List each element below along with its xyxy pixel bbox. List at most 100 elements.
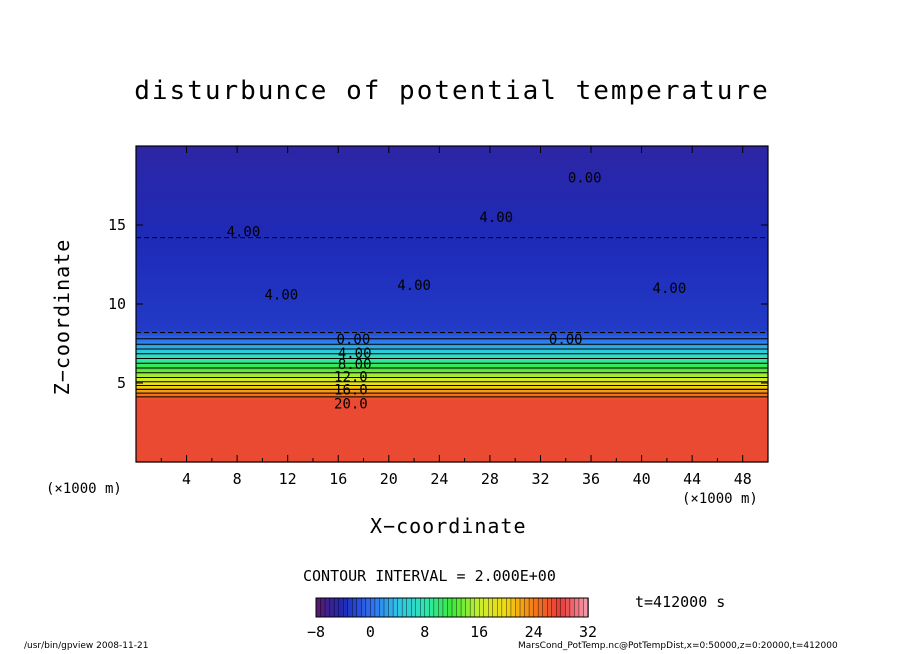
field-band: [136, 228, 768, 232]
colorbar-cell: [483, 597, 489, 618]
colorbar-cell: [565, 597, 571, 618]
field-band: [136, 191, 768, 194]
field-band: [136, 217, 768, 220]
colorbar-cell: [488, 597, 494, 618]
x-unit-left: (×1000 m): [46, 481, 122, 497]
field-band: [136, 365, 768, 368]
field-band: [136, 302, 768, 305]
colorbar-tick-label: 8: [420, 623, 429, 641]
field-band: [136, 384, 768, 388]
field-band: [136, 321, 768, 325]
field-band: [136, 444, 768, 447]
field-band: [136, 311, 768, 315]
field-band: [136, 213, 768, 216]
field-band: [136, 410, 768, 414]
field-band: [136, 383, 768, 386]
field-band: [136, 388, 768, 392]
field-band: [136, 304, 768, 307]
field-band: [136, 266, 768, 270]
field-band: [136, 159, 768, 163]
field-band: [136, 313, 768, 317]
contour-label: 4.00: [265, 288, 299, 304]
field-band: [136, 225, 768, 228]
x-tick-label: 32: [531, 470, 549, 488]
contour-interval-text: CONTOUR INTERVAL = 2.000E+00: [303, 567, 556, 585]
colorbar-cell: [519, 597, 526, 618]
field-band: [136, 392, 768, 396]
x-tick-label: 44: [683, 470, 701, 488]
field-band: [136, 167, 768, 171]
contour-label: 0.00: [337, 332, 371, 348]
field-band: [136, 300, 768, 303]
field-band: [136, 298, 768, 301]
field-band: [136, 215, 768, 218]
field-band: [136, 232, 768, 236]
field-band: [136, 147, 768, 151]
field-band: [136, 428, 768, 431]
contour-label: 0.00: [568, 171, 602, 187]
colorbar-cell: [343, 597, 349, 618]
field-band: [136, 345, 768, 349]
colorbar-frame: [315, 597, 589, 618]
x-tick-label: 16: [329, 470, 347, 488]
colorbar-cell: [320, 597, 326, 618]
field-band: [136, 333, 768, 337]
field-band: [136, 163, 768, 167]
colorbar-tick-label: 0: [366, 623, 375, 641]
field-band: [136, 181, 768, 185]
field-band: [136, 205, 768, 208]
colorbar-cell: [411, 597, 417, 618]
y-tick-label: 15: [108, 216, 126, 234]
field-band: [136, 211, 768, 214]
field-band: [136, 379, 768, 382]
colorbar-cell: [333, 597, 340, 618]
field-band: [136, 290, 768, 293]
field-band: [136, 258, 768, 262]
field-band: [136, 335, 768, 339]
field-band: [136, 292, 768, 295]
field-band: [136, 276, 768, 279]
field-band: [136, 282, 768, 285]
colorbar-cell: [551, 597, 557, 618]
colorbar-cell: [352, 597, 358, 618]
field-band: [136, 161, 768, 165]
field-band: [136, 339, 768, 343]
field-band: [136, 305, 768, 309]
y-tick-label: 5: [117, 374, 126, 392]
field-band: [136, 274, 768, 277]
field-band: [136, 157, 768, 161]
chart-title: disturbunce of potential temperature: [134, 76, 770, 106]
field-band: [136, 221, 768, 224]
contour-label: 0.00: [549, 332, 583, 348]
colorbar-tick-label: 24: [525, 623, 543, 641]
x-tick-label: 40: [633, 470, 651, 488]
field-band: [136, 179, 768, 183]
colorbar-cell: [515, 597, 521, 618]
colorbar-cell: [510, 597, 517, 618]
contour-label: 12.0: [334, 370, 368, 386]
contour-label: 4.00: [397, 278, 431, 294]
field-band: [136, 317, 768, 321]
field-band: [136, 329, 768, 333]
field-band: [136, 146, 768, 149]
colorbar-cell: [379, 597, 385, 618]
field-band: [136, 422, 768, 426]
colorbar-cell: [374, 597, 381, 618]
colorbar-cell: [424, 597, 431, 618]
field-band: [136, 400, 768, 404]
colorbar-cell: [456, 597, 462, 618]
x-axis-label: X−coordinate: [370, 514, 527, 538]
field-band: [136, 199, 768, 202]
field-band: [136, 149, 768, 153]
field-band: [136, 240, 768, 244]
colorbar-cell: [392, 597, 399, 618]
field-band: [136, 288, 768, 291]
field-band: [136, 448, 768, 451]
field-band: [136, 373, 768, 376]
colorbar-cell: [433, 597, 440, 618]
field-band: [136, 452, 768, 455]
colorbar-cell: [560, 597, 567, 618]
x-tick-label: 4: [182, 470, 191, 488]
field-band: [136, 187, 768, 191]
